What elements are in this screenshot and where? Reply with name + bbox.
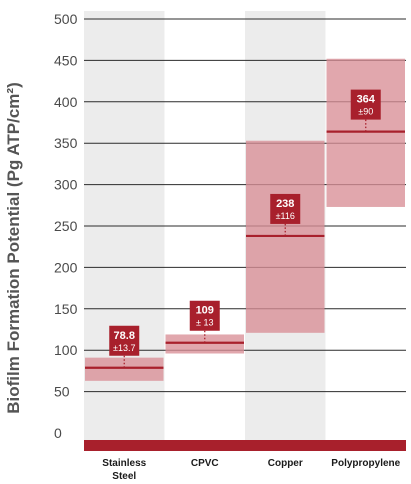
error-bands — [85, 58, 405, 381]
baseline-bar — [84, 440, 406, 451]
y-tick-label: 400 — [54, 94, 78, 110]
sd-value-label: ±116 — [276, 211, 295, 221]
error-band — [85, 357, 164, 381]
x-axis-categories: Stainless Steel CPVC Copper Polypropylene — [102, 458, 400, 482]
y-tick-label: 250 — [54, 218, 78, 234]
category-label: Copper — [268, 458, 303, 469]
error-band — [165, 334, 244, 354]
y-tick-label: 150 — [54, 301, 78, 317]
mean-value-label: 78.8 — [114, 330, 135, 342]
sd-value-label: ±13.7 — [113, 343, 135, 353]
y-tick-label: 200 — [54, 259, 78, 275]
category-label: CPVC — [191, 458, 219, 469]
y-axis-ticks: 0 50 100 150 200 250 300 350 400 450 500 — [54, 11, 78, 441]
y-tick-label: 100 — [54, 342, 78, 358]
y-tick-label: 450 — [54, 52, 78, 68]
value-label-box — [270, 193, 301, 224]
value-labels: 78.8±13.7 109± 13 238±116 364±90 — [109, 89, 381, 368]
category-label: Steel — [112, 471, 136, 482]
y-axis-label: Biofilm Formation Potential (Pg ATP/cm²) — [4, 82, 23, 414]
sd-value-label: ± 13 — [196, 318, 213, 328]
value-label-box — [189, 300, 220, 331]
mean-value-label: 364 — [357, 94, 376, 106]
y-tick-label: 500 — [54, 11, 78, 27]
value-label-box — [109, 325, 140, 356]
category-label: Stainless — [102, 458, 146, 469]
value-label-box — [350, 89, 381, 120]
y-tick-label: 50 — [54, 384, 70, 400]
baseline — [84, 440, 406, 451]
y-tick-label: 350 — [54, 135, 78, 151]
y-tick-label: 0 — [54, 425, 62, 441]
category-label: Polypropylene — [331, 458, 400, 469]
y-tick-label: 300 — [54, 177, 78, 193]
mean-value-label: 238 — [276, 198, 294, 210]
error-band — [326, 58, 405, 207]
sd-value-label: ±90 — [358, 107, 373, 117]
mean-value-label: 109 — [196, 305, 214, 317]
